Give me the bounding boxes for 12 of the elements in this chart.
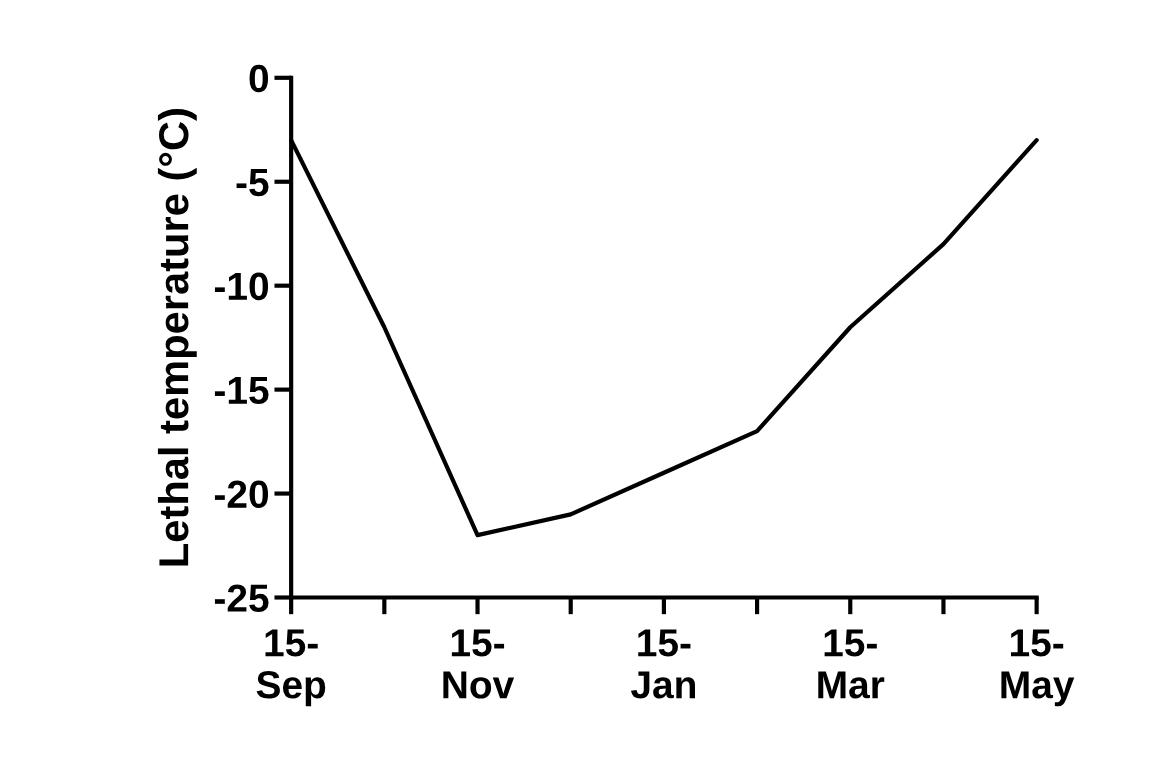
y-tick-label: -15 bbox=[214, 376, 269, 405]
y-tick-label: -5 bbox=[236, 169, 269, 197]
x-tick-label: 15- Mar bbox=[818, 629, 885, 699]
x-tick-label: 15- May bbox=[1001, 629, 1075, 707]
x-tick-label: 15- Sep bbox=[256, 629, 326, 707]
y-axis-title: Lethal temperature (°C) bbox=[157, 109, 197, 566]
x-tick-label: 15- Nov bbox=[443, 629, 515, 699]
y-tick-label: -25 bbox=[214, 584, 269, 612]
y-tick-label: 0 bbox=[249, 64, 269, 93]
x-tick-label: 15- Jan bbox=[630, 629, 695, 699]
y-tick-label: -10 bbox=[214, 272, 269, 301]
y-tick-label: -20 bbox=[214, 480, 269, 509]
